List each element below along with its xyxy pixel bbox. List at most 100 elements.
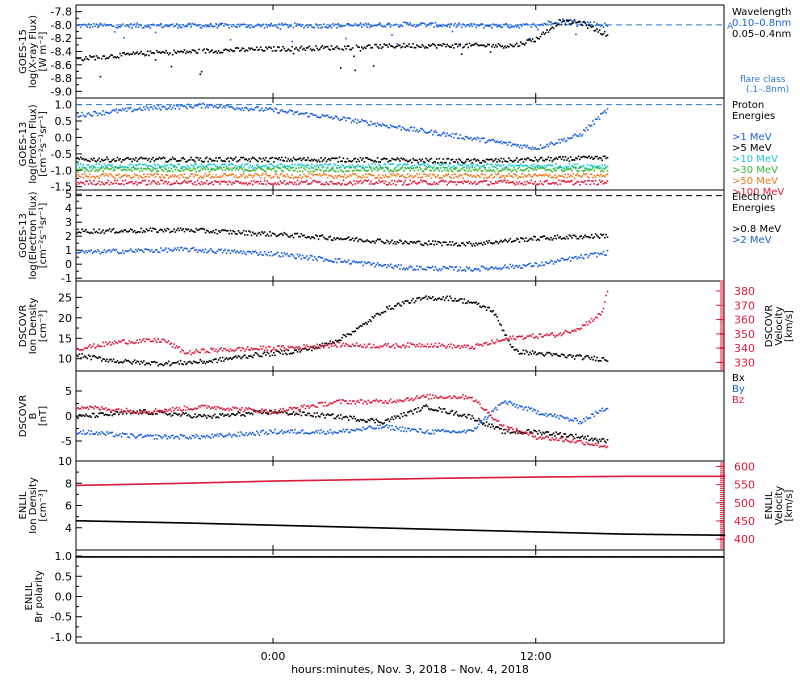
y-tick-label: 20 bbox=[58, 312, 72, 325]
data-point bbox=[179, 250, 181, 252]
data-point bbox=[256, 353, 258, 355]
data-point bbox=[217, 181, 219, 183]
data-point bbox=[431, 267, 433, 269]
data-point bbox=[475, 168, 477, 170]
data-point bbox=[110, 168, 112, 170]
data-point bbox=[194, 23, 196, 25]
data-point bbox=[498, 181, 500, 183]
data-point bbox=[369, 262, 371, 264]
data-point bbox=[150, 51, 152, 53]
data-point bbox=[230, 348, 232, 350]
data-point bbox=[169, 170, 171, 172]
data-point bbox=[280, 348, 282, 350]
data-point bbox=[108, 159, 110, 161]
data-point bbox=[524, 44, 526, 46]
data-point bbox=[336, 177, 338, 179]
data-point bbox=[356, 237, 358, 239]
data-point bbox=[446, 296, 448, 298]
data-point bbox=[402, 46, 404, 48]
data-point bbox=[389, 127, 391, 129]
data-point bbox=[437, 174, 439, 176]
data-point bbox=[130, 169, 132, 171]
data-point bbox=[140, 228, 142, 230]
data-point bbox=[88, 112, 90, 114]
data-point bbox=[106, 157, 108, 159]
data-point bbox=[557, 235, 559, 237]
data-point bbox=[555, 157, 557, 159]
data-point bbox=[97, 167, 99, 169]
data-point bbox=[251, 347, 253, 349]
data-point bbox=[525, 42, 527, 44]
data-point bbox=[219, 183, 221, 185]
data-point bbox=[80, 176, 82, 178]
data-point bbox=[90, 56, 92, 58]
data-point bbox=[123, 253, 125, 255]
data-point bbox=[349, 118, 351, 120]
data-point bbox=[605, 234, 607, 236]
data-point bbox=[576, 158, 578, 160]
data-point bbox=[196, 228, 198, 230]
data-point bbox=[356, 342, 358, 344]
data-point bbox=[470, 170, 472, 172]
data-point bbox=[502, 143, 504, 145]
data-point bbox=[588, 180, 590, 182]
data-point bbox=[580, 235, 582, 237]
data-point bbox=[529, 175, 531, 177]
data-point bbox=[355, 23, 357, 25]
data-point bbox=[488, 159, 490, 161]
data-point bbox=[155, 340, 157, 342]
data-point bbox=[265, 173, 267, 175]
data-point bbox=[201, 251, 203, 253]
data-point bbox=[87, 26, 89, 28]
data-point bbox=[398, 242, 400, 244]
data-point bbox=[238, 230, 240, 232]
data-point bbox=[345, 48, 347, 50]
data-point bbox=[510, 264, 512, 266]
data-point bbox=[109, 341, 111, 343]
data-point bbox=[584, 130, 586, 132]
data-point bbox=[207, 161, 209, 163]
data-point bbox=[129, 54, 131, 56]
data-point bbox=[301, 167, 303, 169]
data-point bbox=[488, 268, 490, 270]
data-point bbox=[181, 104, 183, 106]
data-point bbox=[404, 269, 406, 271]
data-point bbox=[92, 159, 94, 161]
data-point bbox=[390, 160, 392, 162]
data-point bbox=[403, 182, 405, 184]
data-point bbox=[297, 111, 299, 113]
data-point bbox=[106, 182, 108, 184]
data-point bbox=[298, 50, 300, 52]
data-point bbox=[440, 180, 442, 182]
data-point bbox=[352, 164, 354, 166]
data-point bbox=[515, 169, 517, 171]
data-point bbox=[263, 255, 265, 257]
data-point bbox=[268, 353, 270, 355]
data-point bbox=[348, 259, 350, 261]
data-point bbox=[591, 164, 593, 166]
data-point bbox=[285, 50, 287, 52]
data-point bbox=[224, 169, 226, 171]
data-point bbox=[248, 158, 250, 160]
data-point bbox=[390, 241, 392, 243]
data-point bbox=[339, 157, 341, 159]
data-point bbox=[121, 161, 123, 163]
data-point bbox=[177, 175, 179, 177]
data-point bbox=[355, 173, 357, 175]
data-point bbox=[194, 168, 196, 170]
data-point bbox=[226, 158, 228, 160]
data-point bbox=[104, 55, 106, 57]
data-point bbox=[519, 167, 521, 169]
data-point bbox=[231, 26, 233, 28]
data-point bbox=[110, 231, 112, 233]
data-point bbox=[175, 248, 177, 250]
data-point bbox=[147, 107, 149, 109]
data-point bbox=[319, 347, 321, 349]
data-point bbox=[285, 176, 287, 178]
data-point bbox=[366, 122, 368, 124]
data-point bbox=[307, 346, 309, 348]
data-point bbox=[113, 183, 115, 185]
data-point bbox=[566, 140, 568, 142]
data-point bbox=[294, 350, 296, 352]
